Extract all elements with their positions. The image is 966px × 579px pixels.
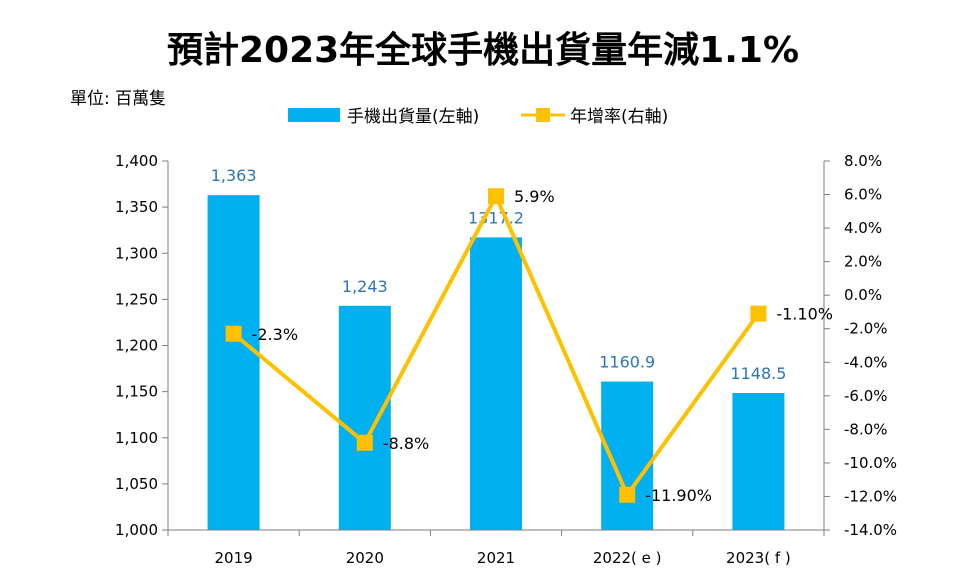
x-tick-label: 2022( e ) [593,549,662,567]
legend: 手機出貨量(左軸) 年增率(右軸) [288,107,668,127]
unit-label: 單位: 百萬隻 [70,89,166,109]
right-tick-label: 2.0% [844,253,882,271]
line-marker [619,486,636,503]
bar [338,305,391,530]
left-tick-label: 1,100 [115,429,158,447]
line-value-label: -1.10% [776,305,833,324]
right-tick-label: -10.0% [844,454,897,472]
right-axis: -14.0% -12.0% -10.0% -8.0% -6.0% -4.0% -2.0% 0.… [823,152,897,539]
bar-value-label: 1,243 [342,277,388,296]
left-tick-label: 1,250 [115,290,158,308]
right-tick-label: 6.0% [844,186,882,204]
line-marker [488,188,504,205]
legend-bar-label: 手機出貨量(左軸) [347,107,479,127]
left-axis: 1,000 1,050 1,100 1,150 1,200 1,250 1,300 1,350… [115,152,169,539]
line-value-label: -2.3% [252,325,298,344]
bar [732,393,785,530]
line-marker [356,434,373,451]
x-axis: 2019 2020 2021 2022( e ) 2023( f ) [167,529,825,567]
bar-value-label: 1160.9 [599,353,655,372]
bar-series [207,195,785,530]
x-tick-label: 2020 [346,549,384,567]
right-tick-label: -6.0% [844,387,888,405]
left-tick-label: 1,200 [115,337,158,355]
x-tick-label: 2019 [215,549,253,567]
legend-bar-swatch [288,108,340,122]
x-tick-label: 2021 [477,549,515,567]
bar-value-label: 1148.5 [730,364,786,383]
right-tick-label: -2.0% [844,320,888,338]
left-tick-label: 1,150 [115,383,158,401]
line-data-labels: -2.3% -8.8% 5.9% -11.90% -1.10% [252,187,833,505]
right-tick-label: 4.0% [844,219,882,237]
right-tick-label: -4.0% [844,353,888,371]
line-marker [750,305,767,322]
chart-title: 預計2023年全球手機出貨量年減1.1% [167,29,799,71]
left-tick-label: 1,050 [115,475,158,493]
line-marker [225,325,242,342]
legend-line-marker [536,108,550,122]
right-tick-label: 0.0% [844,286,882,304]
left-tick-label: 1,300 [115,244,158,262]
line-value-label: -8.8% [383,434,429,453]
bar [207,195,260,530]
left-tick-label: 1,400 [115,152,158,170]
line-series [225,188,767,503]
bar-data-labels: 1,363 1,243 1317.2 1160.9 1148.5 [211,166,787,383]
legend-line-label: 年增率(右軸) [570,107,668,127]
x-tick-label: 2023( f ) [726,549,791,567]
line-value-label: -11.90% [645,486,712,505]
left-tick-label: 1,350 [115,198,158,216]
bar-value-label: 1317.2 [468,208,524,227]
line-value-label: 5.9% [514,187,555,206]
bar [470,237,522,530]
right-tick-label: -8.0% [844,420,888,438]
left-tick-label: 1,000 [115,521,158,539]
right-tick-label: -12.0% [844,487,897,505]
right-tick-label: 8.0% [844,152,882,170]
right-tick-label: -14.0% [844,521,897,539]
bar-value-label: 1,363 [211,166,257,185]
